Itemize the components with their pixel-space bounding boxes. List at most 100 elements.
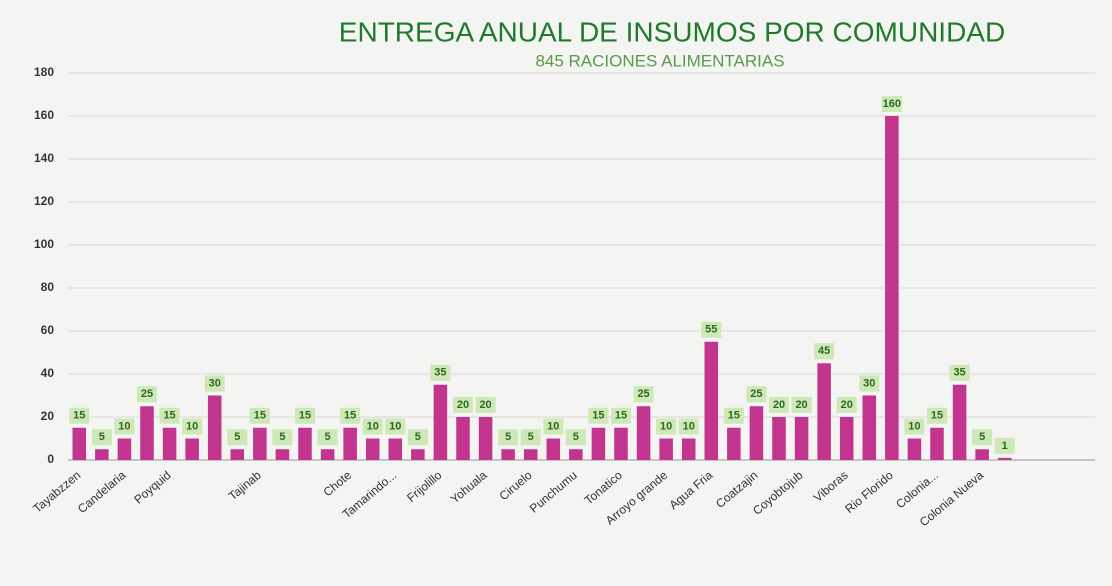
x-tick-label: Coyobtojub [750, 468, 806, 518]
bar [727, 427, 741, 460]
bar [681, 438, 696, 460]
bar [591, 427, 606, 460]
value-label: 30 [863, 377, 875, 389]
value-label: 15 [931, 410, 943, 422]
value-label: 5 [505, 431, 511, 443]
value-label: 15 [592, 410, 604, 422]
bar [140, 406, 154, 460]
x-tick-label: Yohuala [448, 468, 490, 507]
x-tick-label: Ciruelo [497, 468, 535, 503]
bar [388, 438, 403, 460]
value-label-box [972, 429, 993, 446]
value-label: 5 [99, 431, 105, 443]
bar [907, 438, 922, 460]
y-tick-label: 120 [34, 194, 54, 208]
x-tick-label: Frijolillo [404, 468, 444, 505]
x-tick-label: Punchumu [527, 468, 580, 516]
value-label-box [182, 418, 203, 435]
value-label-box [994, 437, 1015, 454]
value-label-box [859, 375, 880, 392]
value-label-box [114, 418, 135, 435]
value-label-box [204, 375, 225, 392]
bar [185, 438, 199, 460]
value-label-box [814, 343, 835, 360]
bar [839, 417, 854, 460]
value-label: 25 [141, 388, 153, 400]
x-tick-label: Rio Florido [842, 468, 896, 516]
bar [411, 449, 425, 460]
value-label: 10 [660, 420, 672, 432]
value-label-box [69, 407, 90, 424]
value-label: 15 [163, 410, 175, 422]
value-label: 20 [773, 399, 785, 411]
value-label: 5 [325, 431, 331, 443]
x-tick-label: Tajinab [226, 468, 264, 503]
value-label: 15 [73, 410, 85, 422]
value-label-box [475, 397, 496, 413]
value-label: 5 [979, 431, 985, 443]
value-label-box [678, 418, 699, 435]
value-label: 35 [434, 367, 446, 379]
value-label: 10 [908, 420, 920, 432]
bar [704, 341, 719, 460]
value-label: 5 [528, 431, 534, 443]
value-label-box [498, 429, 519, 446]
value-label: 35 [953, 367, 965, 379]
bar [230, 449, 245, 460]
x-tick-label: Viboras [811, 468, 851, 505]
value-label-box [927, 407, 947, 424]
value-label-box [295, 407, 315, 424]
value-label: 10 [547, 420, 559, 432]
bar [794, 417, 809, 460]
y-tick-label: 100 [34, 237, 54, 251]
value-label: 5 [573, 431, 579, 443]
x-tick-label: Tonatico [582, 468, 625, 508]
value-label: 10 [118, 420, 130, 432]
y-tick-label: 180 [34, 65, 54, 79]
value-label-box [385, 418, 406, 435]
y-tick-label: 60 [41, 323, 55, 337]
x-tick-label: Chote [321, 468, 355, 500]
bar [253, 427, 267, 460]
value-label-box [520, 429, 541, 446]
bar [501, 449, 515, 460]
bar [636, 406, 651, 460]
value-label-box [701, 321, 722, 338]
value-label: 25 [750, 388, 762, 400]
bar [997, 457, 1012, 460]
value-label: 10 [367, 420, 379, 432]
value-label: 15 [615, 410, 627, 422]
bar [772, 417, 786, 460]
value-label-box [430, 364, 451, 381]
y-tick-label: 160 [34, 108, 54, 122]
value-label-box [272, 429, 293, 446]
value-label: 160 [883, 98, 901, 110]
value-label-box [543, 418, 564, 435]
value-label-box [453, 397, 473, 413]
value-label-box [340, 407, 361, 424]
bar [569, 449, 583, 460]
bar [207, 395, 222, 460]
bar [320, 449, 335, 460]
value-label-box [746, 386, 767, 403]
value-label-box [588, 407, 609, 424]
bar [433, 384, 448, 460]
value-label: 30 [209, 377, 221, 389]
x-tick-label: Candelaria [75, 468, 129, 516]
bar [659, 438, 673, 460]
value-label-box [836, 397, 857, 413]
bar [614, 427, 628, 460]
value-label-box [91, 429, 112, 446]
value-label-box [159, 407, 180, 424]
value-label: 15 [344, 410, 356, 422]
value-label: 55 [705, 324, 717, 336]
value-label: 5 [415, 431, 421, 443]
value-label: 5 [234, 431, 240, 443]
value-label: 20 [457, 399, 469, 411]
bar [885, 116, 899, 460]
value-label: 25 [637, 388, 649, 400]
value-label-box [769, 397, 789, 413]
value-label-box [362, 418, 383, 435]
value-label: 10 [683, 420, 695, 432]
